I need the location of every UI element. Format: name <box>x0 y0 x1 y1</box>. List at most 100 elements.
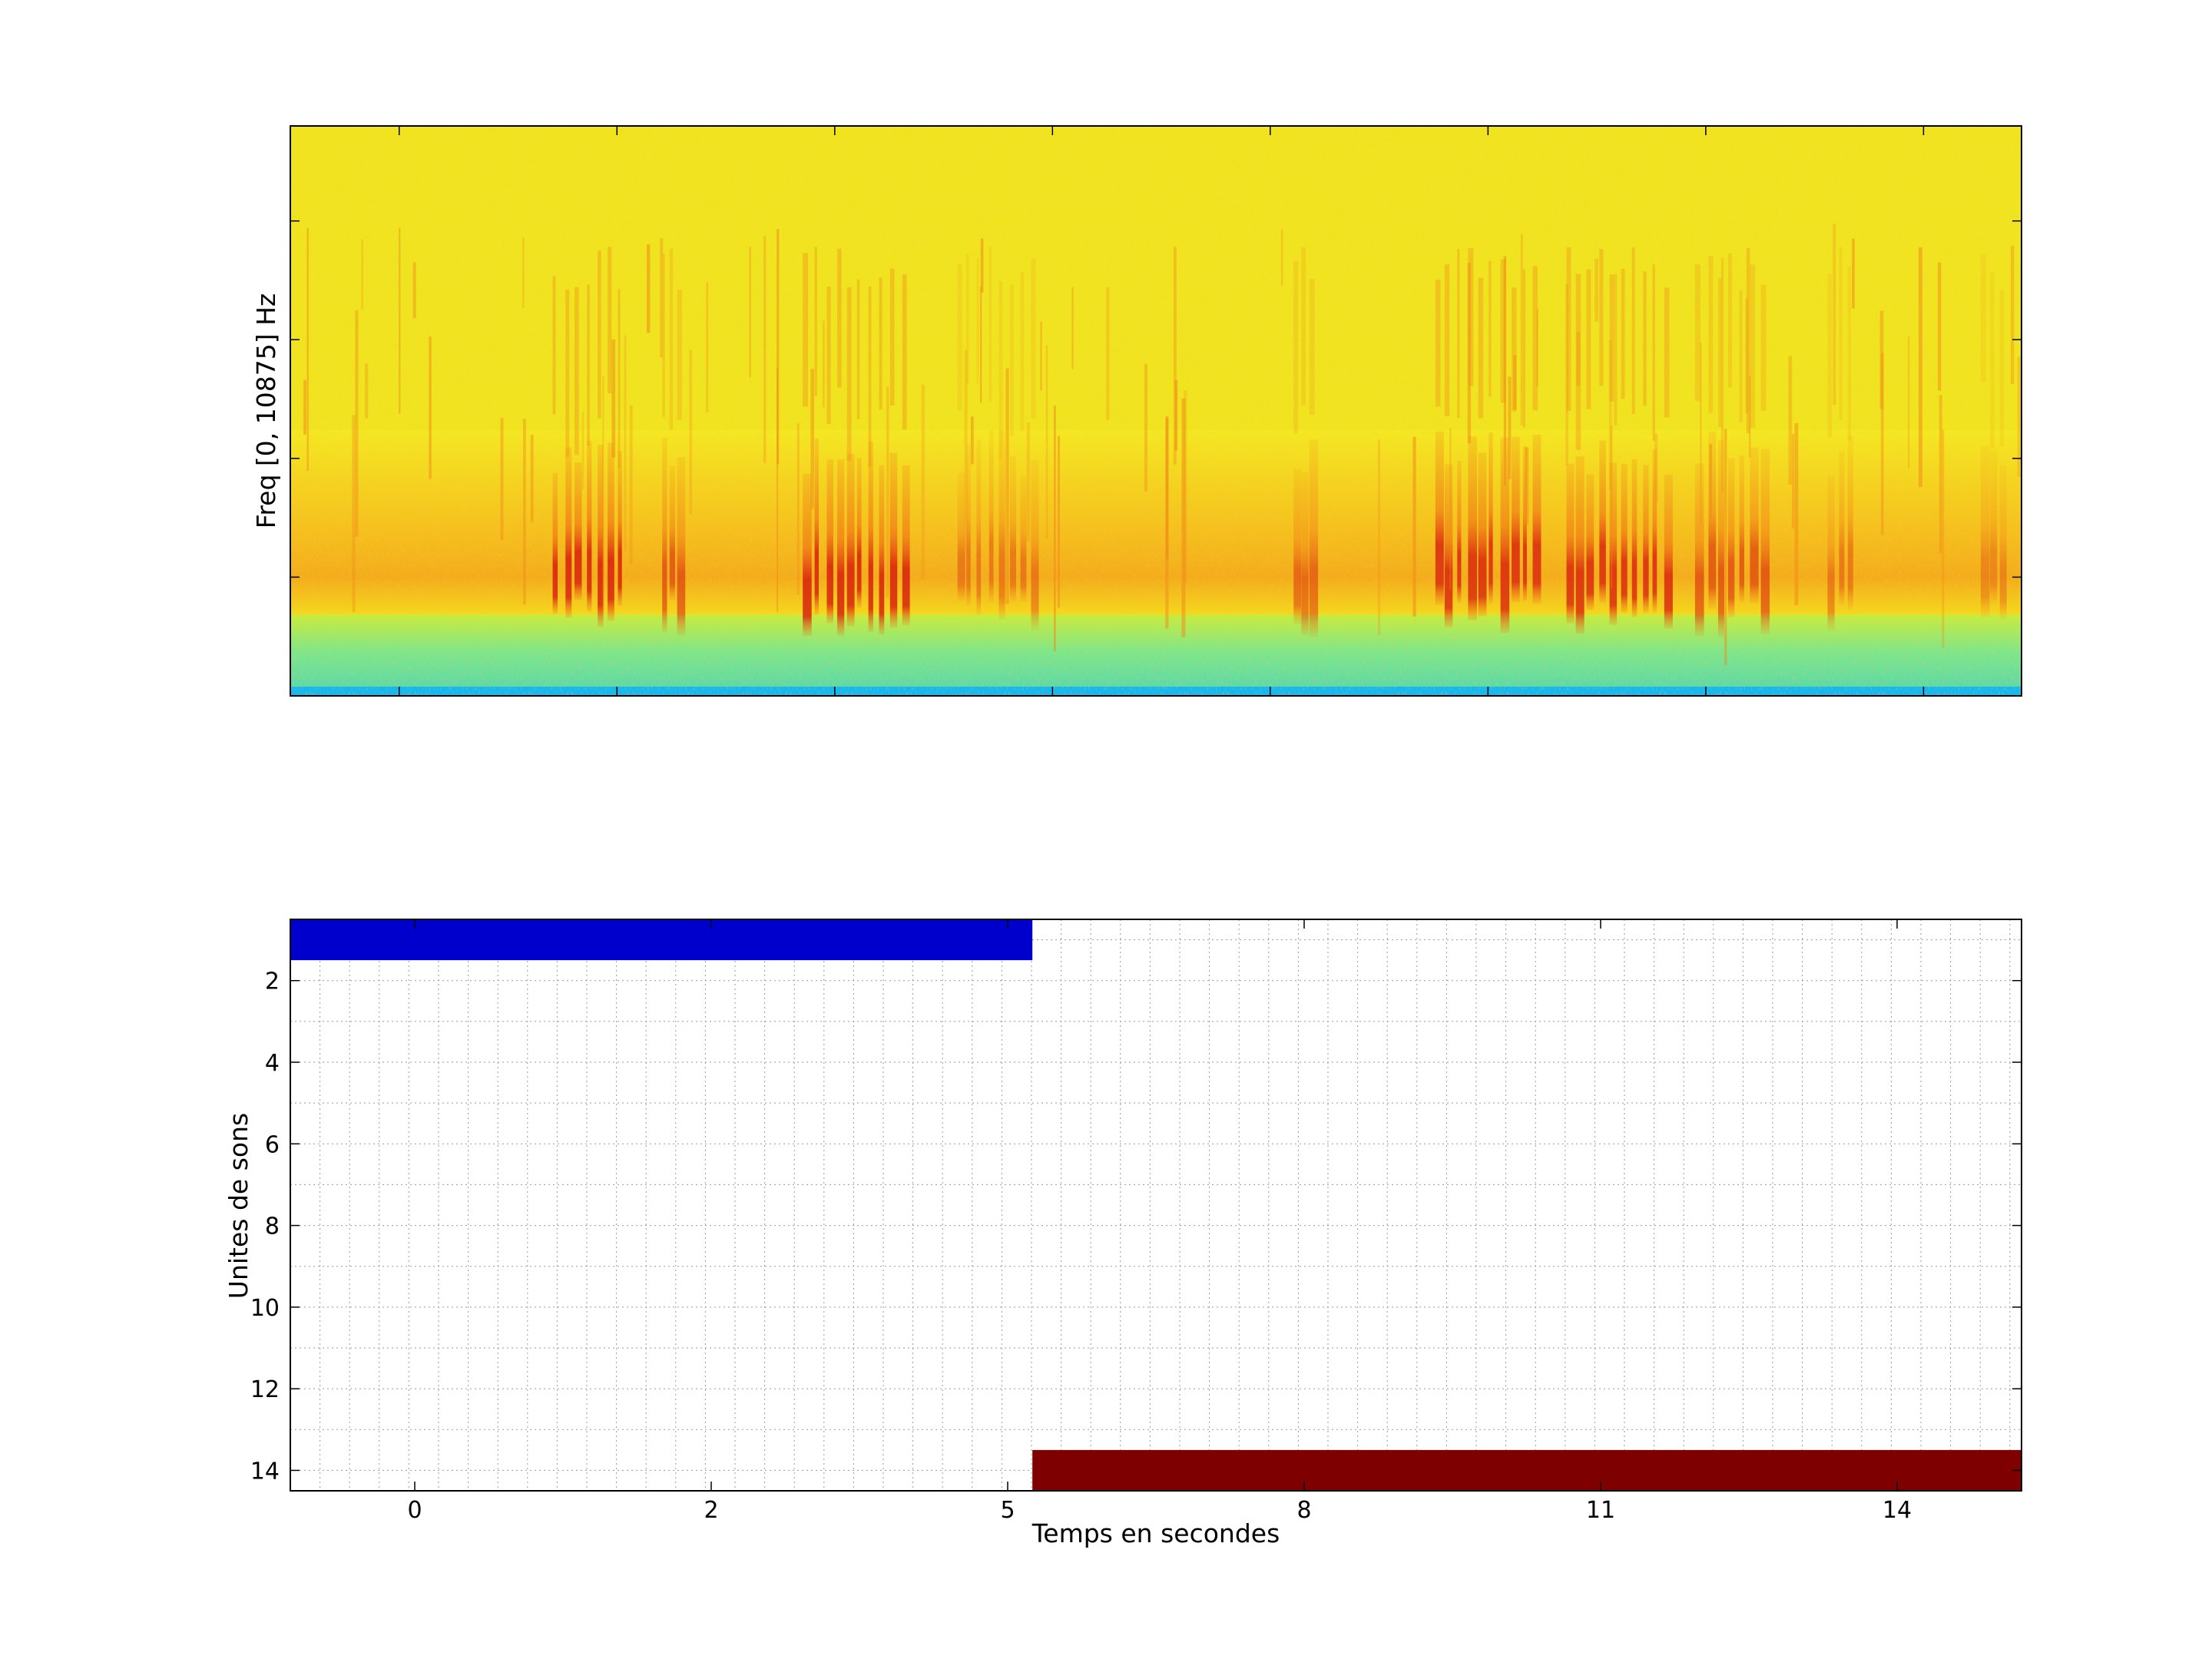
spectrogram-burst-stripe <box>598 445 604 628</box>
spectrogram-burst-stripe <box>1478 452 1487 617</box>
spectrogram-burst-harmonic <box>1694 264 1700 402</box>
spectrogram-streak <box>1594 259 1598 322</box>
spectrogram-streak <box>1184 390 1187 584</box>
spectrogram-burst-harmonic <box>1500 259 1506 403</box>
spectrogram-burst-harmonic <box>1643 271 1647 406</box>
spectrogram-burst-stripe <box>1621 463 1628 613</box>
spectrogram-burst-harmonic <box>608 247 612 393</box>
spectrogram-streak <box>303 379 306 435</box>
spectrogram-burst-stripe <box>1727 458 1735 618</box>
spectrogram-frame <box>290 125 2022 697</box>
sound-units-panel: 0 2 5 8 11 14 2 4 6 8 10 12 14 Temps en secondes Un… <box>224 919 2022 1548</box>
spectrogram-burst-harmonic <box>552 276 556 415</box>
sound-units-ylabel: Unites de sons <box>224 1113 253 1299</box>
spectrogram-burst-harmonic <box>988 247 992 402</box>
spectrogram-burst-harmonic <box>1586 269 1591 409</box>
spectrogram-burst-harmonic <box>618 289 621 469</box>
spectrogram-burst-stripe <box>1694 463 1704 636</box>
spectrogram-burst-harmonic <box>846 287 852 462</box>
y-tick-label: 12 <box>250 1376 280 1403</box>
spectrogram-streak <box>1749 376 1751 458</box>
spectrogram-burst <box>1435 248 1541 633</box>
spectrogram-streak <box>980 286 982 403</box>
spectrogram-burst-stripe <box>1631 459 1637 618</box>
spectrogram-burst-stripe <box>814 439 819 615</box>
spectrogram-streak <box>1746 248 1750 434</box>
spectrogram-burst-harmonic <box>1293 260 1299 434</box>
spectrogram-panel <box>290 126 2022 696</box>
spectrogram-streak <box>1412 436 1416 617</box>
spectrogram-burst-harmonic <box>1664 287 1670 418</box>
spectrogram-burst-stripe <box>856 458 862 608</box>
spectrogram-burst-stripe <box>826 459 833 624</box>
spectrogram-streak <box>581 412 584 489</box>
spectrogram-streak <box>1173 247 1177 465</box>
spectrogram-streak <box>1610 426 1613 589</box>
y-tick-label: 2 <box>265 969 280 995</box>
spectrogram-burst-stripe <box>988 430 994 603</box>
spectrogram-burst-stripe <box>1990 451 1998 604</box>
spectrogram-streak <box>429 336 432 479</box>
spectrogram-streak <box>749 247 751 378</box>
spectrogram-burst-harmonic <box>1532 266 1538 411</box>
spectrogram-streak <box>886 386 889 598</box>
spectrogram-streak <box>399 227 401 414</box>
sound-units-grid <box>290 919 2022 1491</box>
spectrogram-streak <box>1942 429 1945 648</box>
spectrogram-burst-stripe <box>1750 447 1759 604</box>
spectrogram-burst-harmonic <box>803 253 809 407</box>
spectrogram-burst <box>552 247 622 628</box>
spectrogram-burst-stripe <box>1586 474 1594 610</box>
spectrogram-burst-harmonic <box>837 248 842 388</box>
spectrogram-burst-stripe <box>1566 463 1575 624</box>
spectrogram-streak <box>1852 238 1855 309</box>
spectrogram-burst-stripe <box>575 462 582 600</box>
spectrogram-burst-stripe <box>1652 449 1657 613</box>
x-tick-label: 14 <box>1883 1497 1912 1524</box>
spectrogram-streak <box>1280 229 1283 286</box>
spectrogram-streak <box>629 406 633 565</box>
spectrogram-streak <box>1005 368 1009 604</box>
spectrogram-streak <box>611 339 616 458</box>
spectrogram-streak <box>777 367 779 612</box>
spectrogram-burst-stripe <box>1435 431 1444 605</box>
spectrogram-burst-harmonic <box>1739 290 1743 422</box>
spectrogram-burst-stripe <box>966 443 971 607</box>
spectrogram-streak <box>1144 363 1148 492</box>
spectrogram-burst-harmonic <box>1839 247 1843 420</box>
x-tick-label: 0 <box>407 1497 422 1524</box>
spectrogram-burst-stripe <box>677 457 686 636</box>
spectrogram-burst-stripe <box>1532 435 1541 604</box>
spectrogram-burst-harmonic <box>1009 284 1014 436</box>
spectrogram-burst-harmonic <box>677 290 682 420</box>
spectrogram-burst-harmonic <box>1575 273 1581 450</box>
spectrogram-burst-stripe <box>662 438 667 634</box>
sound-units-frame <box>290 919 2022 1492</box>
spectrogram-streak <box>1508 376 1512 480</box>
spectrogram-burst-harmonic <box>957 264 962 411</box>
x-tick-label: 8 <box>1296 1497 1311 1524</box>
spectrogram-streak <box>964 349 968 567</box>
spectrogram-burst-stripe <box>1020 475 1027 601</box>
spectrogram-streak <box>1513 355 1517 410</box>
spectrogram-burst-harmonic <box>976 258 979 384</box>
spectrogram-burst-harmonic <box>856 279 860 419</box>
spectrogram-burst-stripe <box>1488 432 1493 604</box>
spectrogram-streak <box>412 262 416 319</box>
spectrogram-streak <box>1908 336 1910 469</box>
spectrogram-burst-harmonic <box>1980 253 1986 382</box>
spectrogram-streak <box>1525 447 1529 525</box>
spectrogram-burst-harmonic <box>1444 264 1450 416</box>
spectrogram-burst-stripe <box>1980 446 1990 618</box>
spectrogram-burst-harmonic <box>966 253 969 383</box>
spectrogram-streak <box>306 227 309 472</box>
spectrogram-burst-stripe <box>1708 431 1717 609</box>
sound-units-xlabel: Temps en secondes <box>1031 1518 1280 1548</box>
sound-units-y-tick-labels: 2 4 6 8 10 12 14 <box>250 969 280 1485</box>
sound-units-bars <box>290 919 2022 1491</box>
y-tick-label: 14 <box>250 1458 280 1485</box>
spectrogram-burst-stripe <box>803 473 812 636</box>
x-tick-label: 11 <box>1586 1497 1615 1524</box>
spectrogram-streak <box>523 419 526 605</box>
spectrogram-burst-stripe <box>1309 439 1319 637</box>
